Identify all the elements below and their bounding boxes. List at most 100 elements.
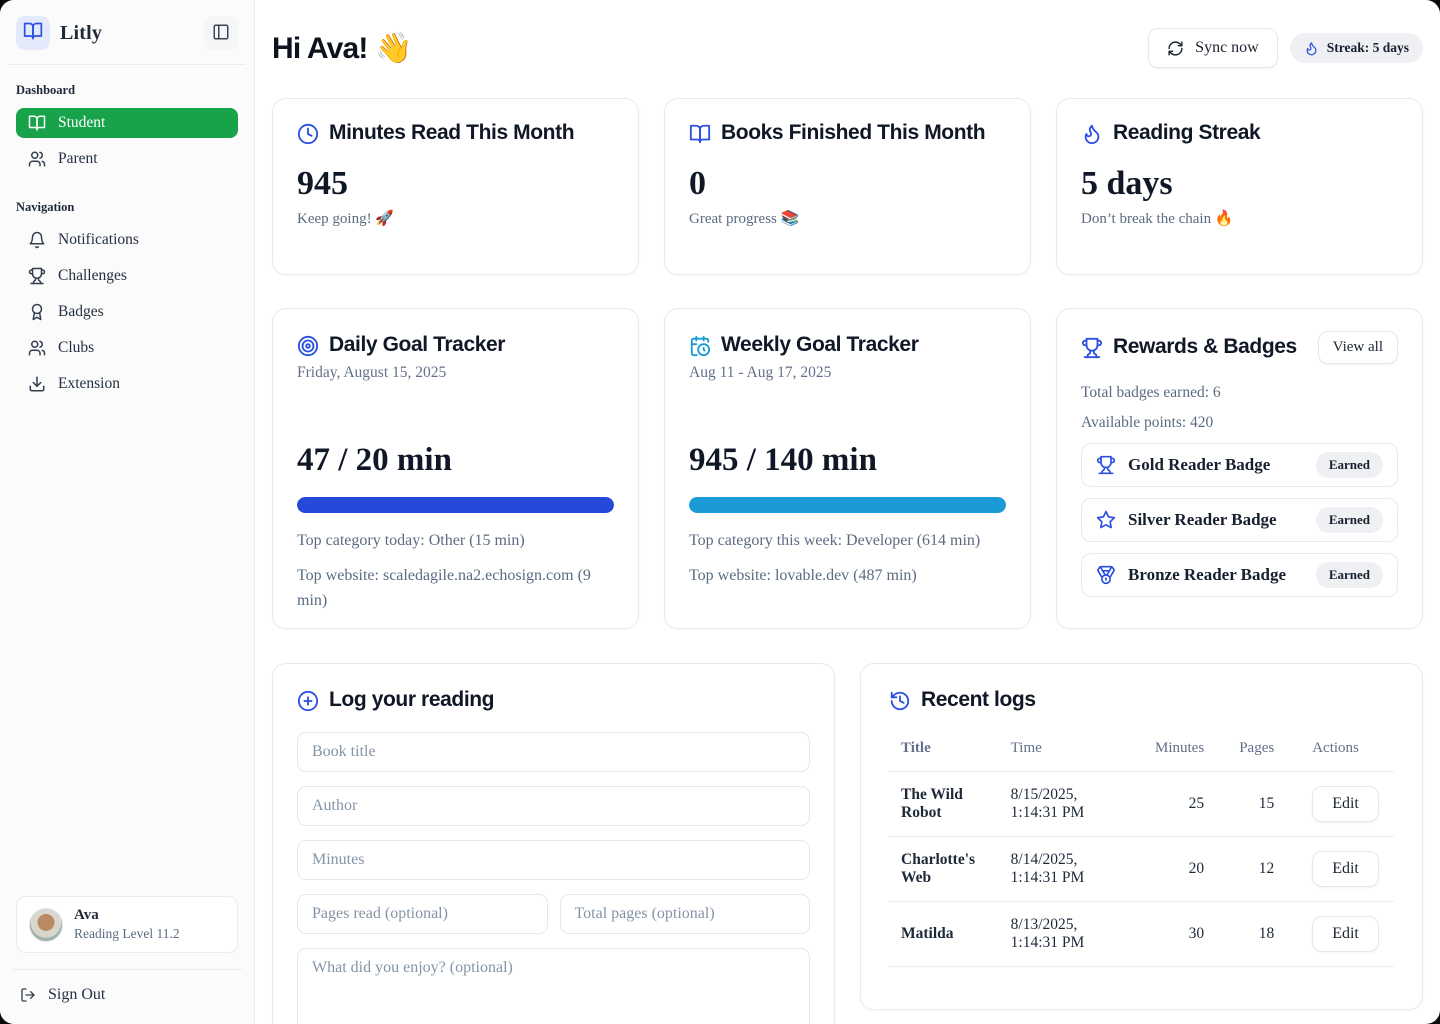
sidebar-item-extension[interactable]: Extension [16, 369, 238, 399]
card-title: Minutes Read This Month [329, 121, 575, 144]
log-out-icon [20, 987, 36, 1003]
earned-badge: Earned [1315, 562, 1383, 588]
bottom-row: Log your reading Recent logs [272, 663, 1423, 1024]
users-icon [28, 150, 46, 168]
award-icon [28, 303, 46, 321]
book-open-icon [23, 21, 43, 46]
books-finished-caption: Great progress 📚 [689, 211, 800, 228]
badge-name: Gold Reader Badge [1128, 455, 1271, 474]
notes-textarea[interactable] [297, 948, 810, 1024]
badge-row-gold: Gold Reader Badge Earned [1081, 443, 1398, 487]
sidebar-item-label: Parent [58, 150, 98, 167]
greeting-heading: Hi Ava! 👋 [272, 31, 412, 65]
column-minutes: Minutes [1134, 730, 1217, 773]
profile-text: Ava Reading Level 11.2 [74, 907, 180, 942]
weekly-goal-progress-text: 945 / 140 min [689, 442, 877, 479]
earned-badge: Earned [1315, 507, 1383, 533]
recent-logs-card: Recent logs Title Time Minutes Pages Act… [860, 663, 1423, 1010]
edit-button[interactable]: Edit [1312, 786, 1379, 823]
card-title: Weekly Goal Tracker [721, 333, 919, 356]
refresh-icon [1167, 40, 1184, 57]
users-icon [28, 339, 46, 357]
sync-now-button[interactable]: Sync now [1148, 28, 1278, 68]
stats-row: Minutes Read This Month 945 Keep going! … [272, 98, 1423, 275]
sidebar-item-badges[interactable]: Badges [16, 297, 238, 327]
pages-read-input[interactable] [297, 894, 548, 935]
log-time: 8/13/2025, 1:14:31 PM [998, 901, 1135, 968]
edit-button[interactable]: Edit [1312, 851, 1379, 888]
streak-badge-label: Streak: 5 days [1326, 40, 1409, 55]
page-header: Hi Ava! 👋 Sync now Streak: 5 days [272, 28, 1423, 68]
author-input[interactable] [297, 786, 810, 827]
sidebar-item-label: Student [58, 114, 106, 131]
app-logo [16, 16, 50, 50]
daily-goal-progress-text: 47 / 20 min [297, 442, 452, 479]
badge-name: Bronze Reader Badge [1128, 565, 1287, 584]
badge-row-bronze: Bronze Reader Badge Earned [1081, 553, 1398, 597]
flame-icon [1304, 41, 1319, 56]
daily-progress-bar [297, 497, 614, 514]
weekly-goal-card: Weekly Goal Tracker Aug 11 - Aug 17, 202… [664, 308, 1031, 629]
log-title: Matilda [889, 901, 999, 968]
log-minutes: 25 [1134, 771, 1217, 838]
log-pages: 18 [1216, 901, 1287, 968]
bell-icon [28, 231, 46, 249]
header-actions: Sync now Streak: 5 days [1148, 28, 1423, 68]
recent-logs-table: Title Time Minutes Pages Actions The Wil… [889, 730, 1394, 968]
sidebar-toggle-button[interactable] [204, 16, 238, 50]
sidebar: Litly Dashboard Student Parent Navigatio… [0, 0, 255, 1024]
column-time: Time [998, 730, 1135, 773]
column-title: Title [889, 730, 999, 773]
total-pages-input[interactable] [559, 894, 810, 935]
streak-badge: Streak: 5 days [1289, 33, 1423, 63]
view-all-button[interactable]: View all [1317, 331, 1398, 364]
sidebar-item-notifications[interactable]: Notifications [16, 225, 238, 255]
weekly-top-category: Top category this week: Developer (614 m… [689, 532, 981, 550]
sidebar-item-clubs[interactable]: Clubs [16, 333, 238, 363]
log-time: 8/14/2025, 1:14:31 PM [998, 836, 1135, 903]
log-minutes: 30 [1134, 901, 1217, 968]
card-title: Books Finished This Month [721, 121, 986, 144]
clock-icon [297, 123, 319, 145]
book-title-input[interactable] [297, 732, 810, 773]
log-title: The Wild Robot [889, 771, 999, 838]
card-title: Recent logs [921, 688, 1036, 711]
earned-badge: Earned [1315, 452, 1383, 478]
sign-out-button[interactable]: Sign Out [16, 984, 238, 1006]
weekly-progress-bar [689, 497, 1006, 514]
sidebar-item-parent[interactable]: Parent [16, 144, 238, 174]
daily-top-category: Top category today: Other (15 min) [297, 532, 525, 550]
card-title: Log your reading [329, 688, 495, 711]
sidebar-item-label: Challenges [58, 267, 127, 284]
log-title: Charlotte's Web [889, 836, 999, 903]
daily-top-website: Top website: scaledagile.na2.echosign.co… [297, 566, 591, 609]
weekly-top-website: Top website: lovable.dev (487 min) [689, 566, 917, 584]
sidebar-item-student[interactable]: Student [16, 108, 238, 138]
sign-out-label: Sign Out [48, 986, 106, 1003]
sidebar-item-label: Clubs [58, 339, 95, 356]
sidebar-item-label: Extension [58, 375, 120, 392]
total-badges-text: Total badges earned: 6 [1081, 384, 1221, 401]
minutes-input[interactable] [297, 840, 810, 881]
minutes-read-value: 945 [297, 165, 348, 203]
trophy-icon [1081, 337, 1103, 359]
profile-card[interactable]: Ava Reading Level 11.2 [16, 896, 238, 953]
card-title: Rewards & Badges [1113, 335, 1297, 359]
table-row: Charlotte's Web 8/14/2025, 1:14:31 PM 20… [889, 836, 1394, 903]
flame-icon [1081, 123, 1103, 145]
plus-circle-icon [297, 690, 319, 712]
rewards-card: Rewards & Badges View all Total badges e… [1056, 308, 1423, 629]
minutes-read-caption: Keep going! 🚀 [297, 211, 394, 228]
sidebar-item-challenges[interactable]: Challenges [16, 261, 238, 291]
sidebar-section-navigation: Navigation [16, 200, 75, 214]
table-header-row: Title Time Minutes Pages Actions [889, 730, 1394, 773]
medal-icon [1096, 565, 1116, 585]
daily-goal-card: Daily Goal Tracker Friday, August 15, 20… [272, 308, 639, 629]
sidebar-divider [8, 64, 246, 65]
edit-button[interactable]: Edit [1312, 916, 1379, 953]
profile-reading-level: Reading Level 11.2 [74, 926, 180, 941]
goals-row: Daily Goal Tracker Friday, August 15, 20… [272, 308, 1423, 629]
avatar [29, 907, 63, 942]
daily-progress-fill [297, 497, 614, 514]
history-icon [889, 690, 911, 712]
